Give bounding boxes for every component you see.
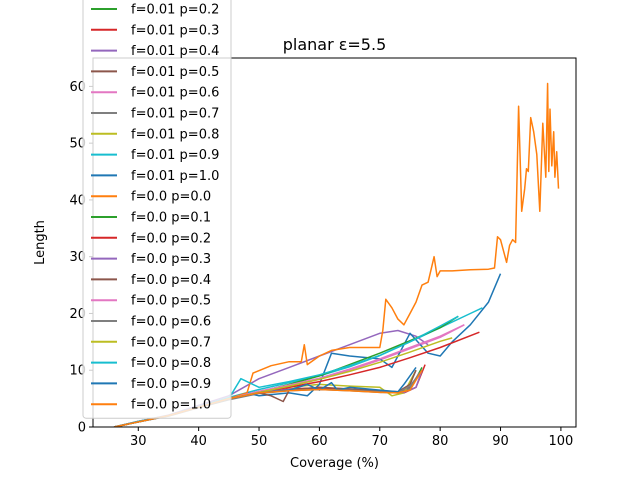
legend-label: f=0.0 p=0.4 [131, 273, 211, 288]
legend-label: f=0.01 p=0.7 [131, 107, 219, 122]
legend-label: f=0.01 p=1.0 [131, 169, 219, 184]
legend-entries: f=0.01 p=0.2 f=0.01 p=0.3 f=0.01 p=0.4 f=0.… [91, 3, 219, 413]
x-tick-label: 50 [251, 434, 268, 449]
legend-box [82, 0, 232, 419]
legend-label: f=0.01 p=0.9 [131, 148, 219, 163]
y-tick-label: 0 [78, 421, 86, 436]
legend-label: f=0.0 p=0.5 [131, 294, 211, 309]
y-tick-label: 30 [69, 250, 86, 265]
legend-label: f=0.0 p=1.0 [131, 398, 211, 413]
x-axis-ticks: 30 40 50 60 70 80 90 100 [130, 427, 573, 449]
y-axis-label: Length [33, 220, 48, 265]
legend-label: f=0.0 p=0.8 [131, 356, 211, 371]
y-tick-label: 20 [69, 307, 86, 322]
x-tick-label: 90 [492, 434, 509, 449]
legend-label: f=0.0 p=0.2 [131, 231, 211, 246]
y-tick-label: 50 [69, 137, 86, 152]
x-axis-label: Coverage (%) [290, 456, 379, 471]
x-tick-label: 40 [190, 434, 207, 449]
legend-label: f=0.01 p=0.3 [131, 23, 219, 38]
legend-label: f=0.01 p=0.6 [131, 86, 219, 101]
legend-label: f=0.0 p=0.6 [131, 315, 211, 330]
legend-label: f=0.01 p=0.5 [131, 65, 219, 80]
x-tick-label: 100 [548, 434, 573, 449]
y-axis-ticks: 0 10 20 30 40 50 60 [69, 80, 93, 436]
legend-label: f=0.01 p=0.2 [131, 3, 219, 18]
legend-label: f=0.01 p=0.4 [131, 44, 219, 59]
legend: f=0.01 p=0.2 f=0.01 p=0.3 f=0.01 p=0.4 f=0.… [82, 0, 232, 419]
y-tick-label: 10 [69, 364, 86, 379]
legend-label: f=0.0 p=0.0 [131, 190, 211, 205]
y-tick-label: 40 [69, 193, 86, 208]
x-tick-label: 70 [372, 434, 389, 449]
legend-label: f=0.0 p=0.1 [131, 211, 211, 226]
x-tick-label: 60 [311, 434, 328, 449]
legend-label: f=0.0 p=0.7 [131, 335, 211, 350]
legend-label: f=0.01 p=0.8 [131, 127, 219, 142]
series-line-9 [113, 82, 560, 427]
chart-title: planar ε=5.5 [283, 35, 387, 54]
legend-label: f=0.0 p=0.9 [131, 377, 211, 392]
x-tick-label: 80 [432, 434, 449, 449]
x-tick-label: 30 [130, 434, 147, 449]
y-tick-label: 60 [69, 80, 86, 95]
legend-label: f=0.0 p=0.3 [131, 252, 211, 267]
